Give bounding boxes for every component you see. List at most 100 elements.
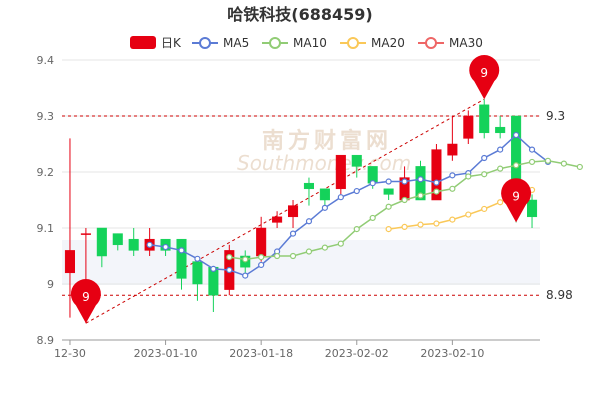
- marker-label: 9: [82, 290, 90, 304]
- candle-body: [527, 199, 538, 218]
- y-tick-label: 9: [47, 278, 54, 291]
- candle: [463, 110, 474, 144]
- candle: [96, 227, 107, 268]
- x-tick-label: 12-30: [54, 347, 86, 360]
- legend-swatch-candle: [130, 36, 156, 49]
- watermark: 南方财富网 Southmoney.com: [237, 128, 411, 175]
- axes: 8.9 9 9.1 9.2 9.3 9.4 12-30 2023-01-10 2023-01-1…: [37, 54, 540, 360]
- candle: [479, 99, 490, 139]
- ma10-point: [560, 160, 568, 167]
- ma5-point: [305, 218, 313, 225]
- reference-line-label: 8.98: [546, 288, 573, 302]
- x-tick-label: 2023-02-10: [420, 347, 484, 360]
- ma20-point: [465, 211, 472, 218]
- candle: [208, 266, 219, 312]
- watermark-cn: 南方财富网: [262, 128, 392, 154]
- ma5-point: [210, 265, 217, 272]
- ma10-point: [258, 254, 265, 261]
- candle: [447, 116, 458, 161]
- candle-body: [112, 233, 123, 246]
- reference-line-label: 9.3: [546, 109, 565, 123]
- ma10-point: [576, 163, 583, 171]
- trend-line: [85, 98, 485, 324]
- reference-lines: 9.3 8.98: [62, 98, 573, 324]
- grid: [62, 59, 540, 341]
- candle: [319, 188, 330, 206]
- y-tick-label: 9.3: [37, 110, 55, 123]
- chart-legend: 日K MA5 MA10 MA20 MA30: [130, 36, 483, 50]
- legend-label: 日K: [161, 36, 182, 50]
- legend-swatch-dot: [269, 37, 281, 49]
- ma5-point: [289, 230, 297, 237]
- ma10-point: [497, 165, 504, 172]
- candle: [335, 154, 346, 195]
- candle: [351, 154, 362, 178]
- ma10-point: [385, 203, 392, 210]
- price-markers: 9 9 9: [70, 55, 532, 324]
- y-tick-label: 8.9: [37, 334, 55, 347]
- ma5-point: [178, 247, 185, 254]
- ma20-point: [433, 220, 440, 227]
- candle: [128, 228, 139, 256]
- watermark-en: Southmoney.com: [237, 151, 411, 175]
- candle: [112, 233, 123, 251]
- ma10-point: [417, 192, 424, 199]
- legend-label: MA30: [449, 36, 483, 50]
- candle: [495, 116, 506, 139]
- candle-body: [96, 227, 107, 257]
- ma5-point: [194, 255, 201, 262]
- legend-label: MA10: [293, 36, 327, 50]
- ma10-point: [401, 196, 408, 204]
- ma5-point: [417, 176, 424, 183]
- candle: [288, 200, 299, 228]
- candle-body: [256, 227, 267, 257]
- candle-body: [415, 166, 426, 201]
- ma10-point: [226, 254, 233, 261]
- x-tick-label: 2023-02-02: [325, 347, 389, 360]
- ma5-point: [258, 261, 265, 269]
- candle-body: [431, 149, 442, 201]
- ma10-point: [242, 256, 249, 263]
- ma5-point: [226, 266, 233, 274]
- legend-label: MA20: [371, 36, 405, 50]
- x-tick-label: 2023-01-18: [229, 347, 293, 360]
- candle-body: [319, 188, 330, 201]
- ma-series-ma5: [146, 131, 552, 279]
- ma20-point: [417, 221, 424, 228]
- candle-body: [335, 154, 346, 190]
- candle-body: [383, 188, 394, 195]
- ma5-point: [242, 272, 249, 279]
- ma10-point: [289, 252, 297, 260]
- ma5-point: [528, 146, 536, 153]
- legend-item-ma30: MA30: [418, 36, 483, 50]
- candle: [303, 177, 314, 206]
- ma5-point: [385, 178, 392, 185]
- ma20-point: [449, 216, 456, 223]
- ma10-point: [369, 214, 376, 222]
- ma5-point: [353, 187, 360, 195]
- y-tick-label: 9.2: [37, 166, 55, 179]
- ma10-point: [433, 188, 440, 195]
- ma10-point: [544, 157, 552, 164]
- ma5-point: [512, 131, 520, 139]
- marker-pin: [469, 55, 500, 100]
- ma5-point: [321, 204, 328, 211]
- legend-item-ma5: MA5: [192, 36, 249, 50]
- price-marker: 9: [501, 178, 532, 223]
- y-tick-label: 9.4: [37, 54, 55, 67]
- candle: [527, 194, 538, 228]
- legend-item-日k: 日K: [130, 36, 182, 50]
- price-marker: 9: [469, 55, 500, 100]
- candle-body: [479, 104, 490, 134]
- ma5-point: [401, 178, 408, 185]
- ma5-point: [146, 241, 153, 248]
- ma5-point: [337, 194, 344, 201]
- x-tick-label: 2023-01-10: [134, 347, 198, 360]
- ma20-point: [385, 226, 392, 233]
- ma20-point: [497, 199, 504, 206]
- ma20-point: [481, 205, 488, 213]
- legend-item-ma10: MA10: [262, 36, 327, 50]
- ma10-point: [465, 173, 472, 180]
- candle: [383, 188, 394, 200]
